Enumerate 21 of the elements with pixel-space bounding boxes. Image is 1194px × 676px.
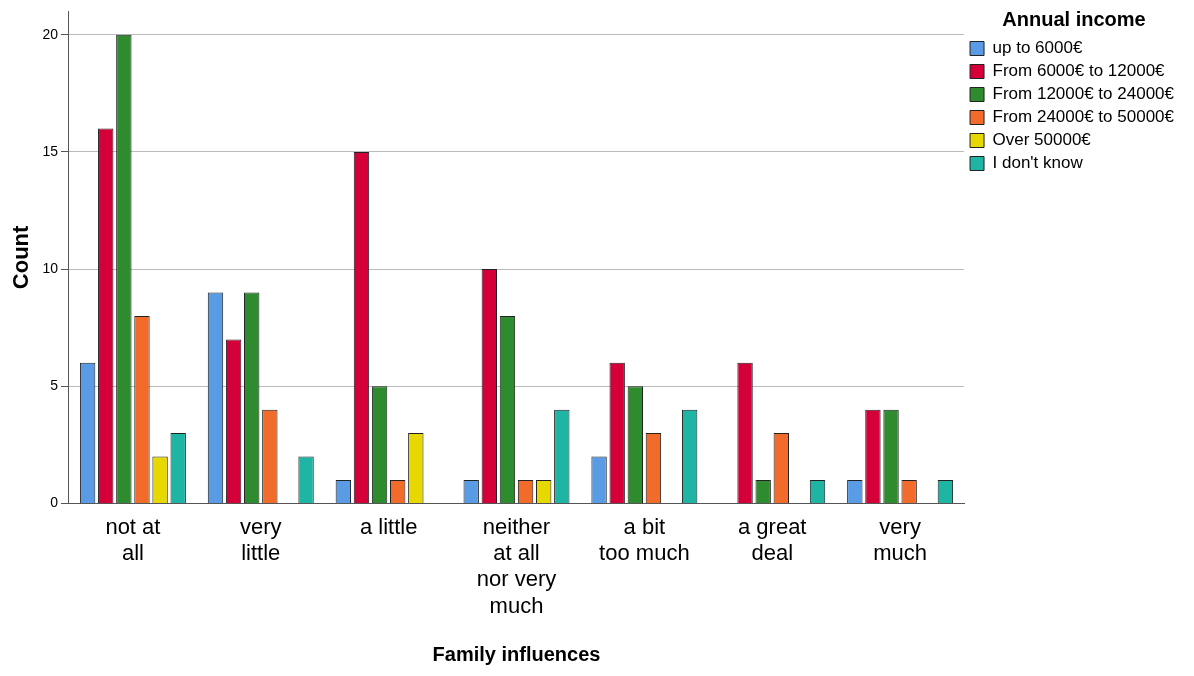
x-tick-label: very little — [239, 513, 282, 566]
x-tick-label: a great deal — [737, 513, 807, 566]
y-tick-label: 5 — [50, 377, 59, 394]
legend-label: I don't know — [992, 153, 1084, 173]
x-tick-label: a bit too much — [599, 513, 690, 566]
x-axis-title: Family influences — [432, 642, 601, 665]
legend-label: From 24000€ to 50000€ — [992, 107, 1175, 127]
y-tick-label: 0 — [50, 494, 59, 511]
x-tick-label: a little — [359, 513, 418, 539]
y-tick-label: 15 — [42, 142, 59, 159]
x-tick-label: neither at all nor very much — [476, 513, 557, 618]
legend-label: Over 50000€ — [992, 130, 1092, 150]
legend-label: From 6000€ to 12000€ — [992, 61, 1166, 81]
legend-label: From 12000€ to 24000€ — [992, 84, 1175, 104]
y-tick-label: 10 — [42, 259, 59, 276]
y-tick-label: 20 — [42, 25, 59, 42]
x-tick-label: very much — [873, 513, 927, 566]
y-axis-title: Count — [8, 224, 34, 290]
legend-title: Annual income — [1002, 7, 1146, 30]
x-tick-label: not at all — [105, 513, 161, 566]
legend-label: up to 6000€ — [992, 38, 1083, 58]
